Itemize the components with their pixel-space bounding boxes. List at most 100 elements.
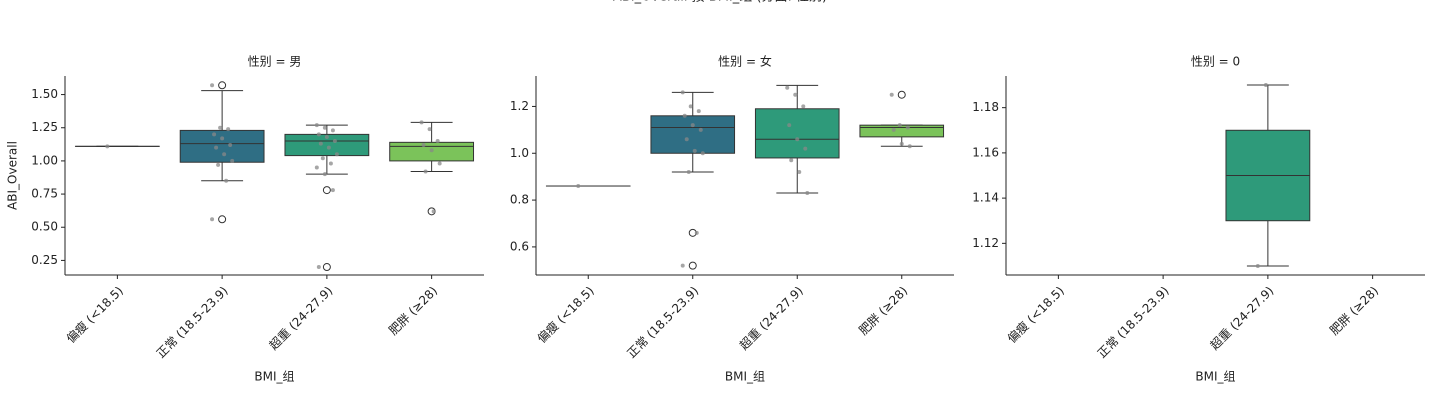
strip-point xyxy=(789,158,794,163)
strip-point xyxy=(318,141,323,146)
strip-point xyxy=(328,161,333,166)
panel-title: 性别 = 女 xyxy=(718,54,772,69)
strip-point xyxy=(688,104,693,109)
y-tick-label: 1.25 xyxy=(31,120,58,134)
strip-point xyxy=(891,127,896,132)
box xyxy=(754,108,840,159)
strip-point xyxy=(803,146,808,151)
strip-point xyxy=(330,128,335,133)
flier xyxy=(218,81,227,90)
strip-point xyxy=(787,123,792,128)
y-tick-label: 1.0 xyxy=(510,146,529,160)
y-tick-label: 0.75 xyxy=(31,187,58,201)
strip-point xyxy=(316,132,321,137)
y-tick-label: 0.50 xyxy=(31,220,58,234)
strip-point xyxy=(797,169,802,174)
strip-point xyxy=(421,142,426,147)
strip-point xyxy=(576,184,581,189)
y-tick-label: 1.14 xyxy=(972,191,999,205)
strip-point xyxy=(218,125,223,130)
strip-point xyxy=(210,217,215,222)
x-tick-label: 正常 (18.5-23.9) xyxy=(1095,284,1172,361)
strip-point xyxy=(680,90,685,95)
y-tick-label: 0.25 xyxy=(31,253,58,267)
x-tick-label: 肥胖 (≥28) xyxy=(1327,284,1381,338)
strip-point xyxy=(226,127,231,132)
strip-point xyxy=(230,158,235,163)
strip-point xyxy=(210,83,215,88)
strip-point xyxy=(1255,263,1260,268)
strip-point xyxy=(212,132,217,137)
x-tick-label: 偏瘦 (<18.5) xyxy=(534,283,597,346)
box xyxy=(284,133,370,157)
x-tick-label: 偏瘦 (<18.5) xyxy=(1004,283,1067,346)
x-axis-label: BMI_组 xyxy=(254,370,294,384)
strip-point xyxy=(694,230,699,235)
strip-point xyxy=(793,92,798,97)
strip-point xyxy=(692,148,697,153)
x-tick-label: 肥胖 (≥28) xyxy=(386,284,440,338)
strip-point xyxy=(330,188,335,193)
y-tick-label: 0.8 xyxy=(510,193,529,207)
box xyxy=(179,129,265,163)
y-axis-label: ABI_Overall xyxy=(6,141,20,210)
strip-point xyxy=(889,92,894,97)
strip-point xyxy=(905,125,910,130)
x-tick-label: 超重 (24-27.9) xyxy=(736,283,806,353)
panel-title: 性别 = 男 xyxy=(248,55,302,69)
y-tick-label: 1.18 xyxy=(972,100,999,114)
strip-point xyxy=(431,209,436,214)
x-tick-label: 偏瘦 (<18.5) xyxy=(63,283,126,346)
flier xyxy=(897,90,906,99)
strip-point xyxy=(332,139,337,144)
box xyxy=(859,124,945,138)
x-tick-label: 正常 (18.5-23.9) xyxy=(624,284,701,361)
y-tick-label: 0.6 xyxy=(510,239,529,253)
x-tick-label: 肥胖 (≥28) xyxy=(856,284,910,338)
x-tick-label: 正常 (18.5-23.9) xyxy=(154,284,231,361)
y-tick-label: 1.2 xyxy=(510,99,529,113)
strip-point xyxy=(320,156,325,161)
strip-point xyxy=(427,127,432,132)
y-tick-label: 1.50 xyxy=(31,87,58,101)
strip-point xyxy=(690,123,695,128)
strip-point xyxy=(805,191,810,196)
strip-point xyxy=(698,127,703,132)
x-tick-label: 超重 (24-27.9) xyxy=(266,283,336,353)
x-tick-label: 超重 (24-27.9) xyxy=(1207,283,1277,353)
strip-point xyxy=(224,178,229,183)
strip-point xyxy=(899,141,904,146)
strip-point xyxy=(907,144,912,149)
strip-point xyxy=(684,137,689,142)
y-tick-label: 1.00 xyxy=(31,153,58,167)
strip-point xyxy=(228,142,233,147)
strip-point xyxy=(220,136,225,141)
strip-point xyxy=(437,161,442,166)
strip-point xyxy=(419,120,424,125)
suptitle: ABI_Overall 按 BMI_组 (分面: 性别) xyxy=(613,0,827,5)
strip-point xyxy=(423,169,428,174)
strip-point xyxy=(1263,83,1268,88)
strip-point xyxy=(682,113,687,118)
strip-point xyxy=(795,137,800,142)
x-axis-label: BMI_组 xyxy=(725,370,765,384)
strip-point xyxy=(435,139,440,144)
strip-point xyxy=(326,145,331,150)
strip-point xyxy=(324,135,329,140)
strip-point xyxy=(785,85,790,90)
strip-point xyxy=(322,125,327,130)
strip-point xyxy=(696,109,701,114)
strip-point xyxy=(686,169,691,174)
strip-point xyxy=(214,145,219,150)
strip-point xyxy=(216,162,221,167)
strip-point xyxy=(334,152,339,157)
strip-point xyxy=(316,265,321,270)
y-tick-label: 1.12 xyxy=(972,236,999,250)
x-axis-label: BMI_组 xyxy=(1195,370,1235,384)
strip-point xyxy=(429,148,434,153)
y-tick-label: 1.16 xyxy=(972,145,999,159)
strip-point xyxy=(314,165,319,170)
strip-point xyxy=(897,123,902,128)
strip-point xyxy=(314,123,319,128)
